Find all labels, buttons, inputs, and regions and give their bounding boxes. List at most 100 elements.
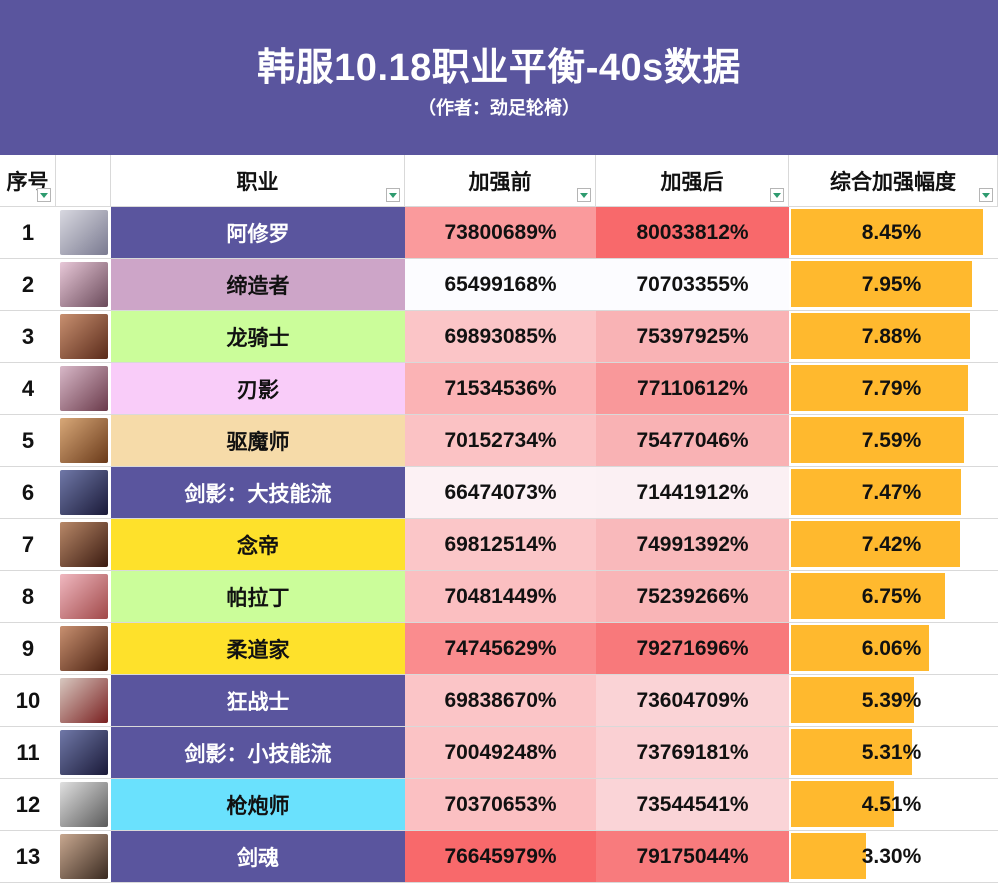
- boost-value: 7.79%: [861, 376, 922, 400]
- after-value: 75239266%: [636, 584, 749, 608]
- before-value: 76645979%: [444, 844, 557, 868]
- portrait-cell: [56, 571, 111, 622]
- row-index: 5: [0, 415, 56, 466]
- filter-dropdown-icon[interactable]: [979, 188, 993, 202]
- row-index: 13: [0, 831, 56, 882]
- before-value-cell: 69838670%: [405, 675, 596, 726]
- job-name-cell: 刃影: [111, 363, 405, 414]
- before-value-cell: 69812514%: [405, 519, 596, 570]
- row-index-label: 5: [21, 427, 35, 453]
- column-header-label: 职业: [236, 170, 279, 194]
- boost-cell: 8.45%: [789, 207, 998, 258]
- after-value-cell: 71441912%: [596, 467, 789, 518]
- row-index-label: 11: [16, 739, 40, 765]
- row-index-label: 4: [21, 375, 35, 401]
- paladin-portrait: [59, 574, 108, 619]
- job-name: 剑影：小技能流: [184, 742, 332, 766]
- job-name-cell: 枪炮师: [111, 779, 405, 830]
- boost-value: 7.42%: [861, 532, 922, 556]
- table-row: 8 帕拉丁 70481449% 75239266% 6.75%: [0, 571, 998, 623]
- job-name: 剑魂: [237, 846, 279, 870]
- job-name-cell: 驱魔师: [111, 415, 405, 466]
- blade-shadow-portrait: [59, 366, 108, 411]
- filter-dropdown-icon[interactable]: [37, 188, 51, 202]
- boost-cell: 5.31%: [789, 727, 998, 778]
- boost-data-bar: [791, 781, 894, 827]
- before-value-cell: 71534536%: [405, 363, 596, 414]
- portrait-cell: [56, 363, 111, 414]
- column-header-index: 序号: [0, 155, 56, 206]
- boost-value: 5.31%: [861, 740, 922, 764]
- exorcist-portrait: [59, 418, 108, 463]
- title-banner: 韩服10.18职业平衡-40s数据 （作者：劲足轮椅）: [0, 0, 998, 155]
- job-name-cell: 念帝: [111, 519, 405, 570]
- before-value: 65499168%: [444, 272, 557, 296]
- before-value-cell: 74745629%: [405, 623, 596, 674]
- column-header-label: 加强前: [468, 170, 532, 194]
- job-name-cell: 剑影：小技能流: [111, 727, 405, 778]
- portrait-cell: [56, 207, 111, 258]
- portrait-cell: [56, 727, 111, 778]
- before-value-cell: 73800689%: [405, 207, 596, 258]
- mystic-portrait: [59, 522, 108, 567]
- before-value: 70152734%: [444, 428, 557, 452]
- after-value-cell: 74991392%: [596, 519, 789, 570]
- job-name-cell: 柔道家: [111, 623, 405, 674]
- boost-value: 7.59%: [861, 428, 922, 452]
- page-title: 韩服10.18职业平衡-40s数据: [257, 47, 741, 89]
- column-header-label: 综合加强幅度: [830, 170, 956, 194]
- column-header-after: 加强后: [596, 155, 789, 206]
- before-value: 70049248%: [444, 740, 557, 764]
- after-value-cell: 75477046%: [596, 415, 789, 466]
- before-value: 73800689%: [444, 220, 557, 244]
- row-index-label: 1: [21, 219, 35, 245]
- boost-cell: 7.95%: [789, 259, 998, 310]
- table-row: 11 剑影：小技能流 70049248% 73769181% 5.31%: [0, 727, 998, 779]
- boost-cell: 7.47%: [789, 467, 998, 518]
- swordshadow-portrait-a: [59, 470, 108, 515]
- boost-cell: 7.42%: [789, 519, 998, 570]
- table-row: 13 剑魂 76645979% 79175044% 3.30%: [0, 831, 998, 883]
- asura-portrait: [59, 210, 108, 255]
- boost-data-bar: [791, 677, 914, 723]
- row-index: 6: [0, 467, 56, 518]
- job-name: 龙骑士: [226, 326, 290, 350]
- after-value-cell: 70703355%: [596, 259, 789, 310]
- before-value: 70481449%: [444, 584, 557, 608]
- boost-data-bar: [791, 261, 972, 307]
- after-value: 73769181%: [636, 740, 749, 764]
- after-value-cell: 75239266%: [596, 571, 789, 622]
- job-name-cell: 剑影：大技能流: [111, 467, 405, 518]
- portrait-cell: [56, 467, 111, 518]
- table-row: 5 驱魔师 70152734% 75477046% 7.59%: [0, 415, 998, 467]
- portrait-cell: [56, 259, 111, 310]
- filter-dropdown-icon[interactable]: [770, 188, 784, 202]
- job-name-cell: 缔造者: [111, 259, 405, 310]
- boost-data-bar: [791, 573, 945, 619]
- job-name: 阿修罗: [226, 222, 290, 246]
- job-name-cell: 阿修罗: [111, 207, 405, 258]
- after-value-cell: 73544541%: [596, 779, 789, 830]
- after-value: 80033812%: [636, 220, 749, 244]
- filter-dropdown-icon[interactable]: [386, 188, 400, 202]
- portrait-cell: [56, 675, 111, 726]
- after-value: 73604709%: [636, 688, 749, 712]
- after-value: 75397925%: [636, 324, 749, 348]
- dragon-knight-portrait: [59, 314, 108, 359]
- boost-value: 7.88%: [861, 324, 922, 348]
- job-name: 缔造者: [226, 274, 290, 298]
- boost-cell: 6.06%: [789, 623, 998, 674]
- table-row: 7 念帝 69812514% 74991392% 7.42%: [0, 519, 998, 571]
- row-index: 8: [0, 571, 56, 622]
- portrait-cell: [56, 311, 111, 362]
- data-table: 序号 职业 加强前 加强后 综合加强幅度 1 阿修罗 73800689%: [0, 155, 998, 883]
- row-index: 3: [0, 311, 56, 362]
- row-index: 7: [0, 519, 56, 570]
- table-row: 6 剑影：大技能流 66474073% 71441912% 7.47%: [0, 467, 998, 519]
- boost-value: 5.39%: [861, 688, 922, 712]
- row-index-label: 13: [15, 843, 41, 869]
- boost-value: 7.47%: [861, 480, 922, 504]
- filter-dropdown-icon[interactable]: [577, 188, 591, 202]
- after-value-cell: 73769181%: [596, 727, 789, 778]
- after-value: 73544541%: [636, 792, 749, 816]
